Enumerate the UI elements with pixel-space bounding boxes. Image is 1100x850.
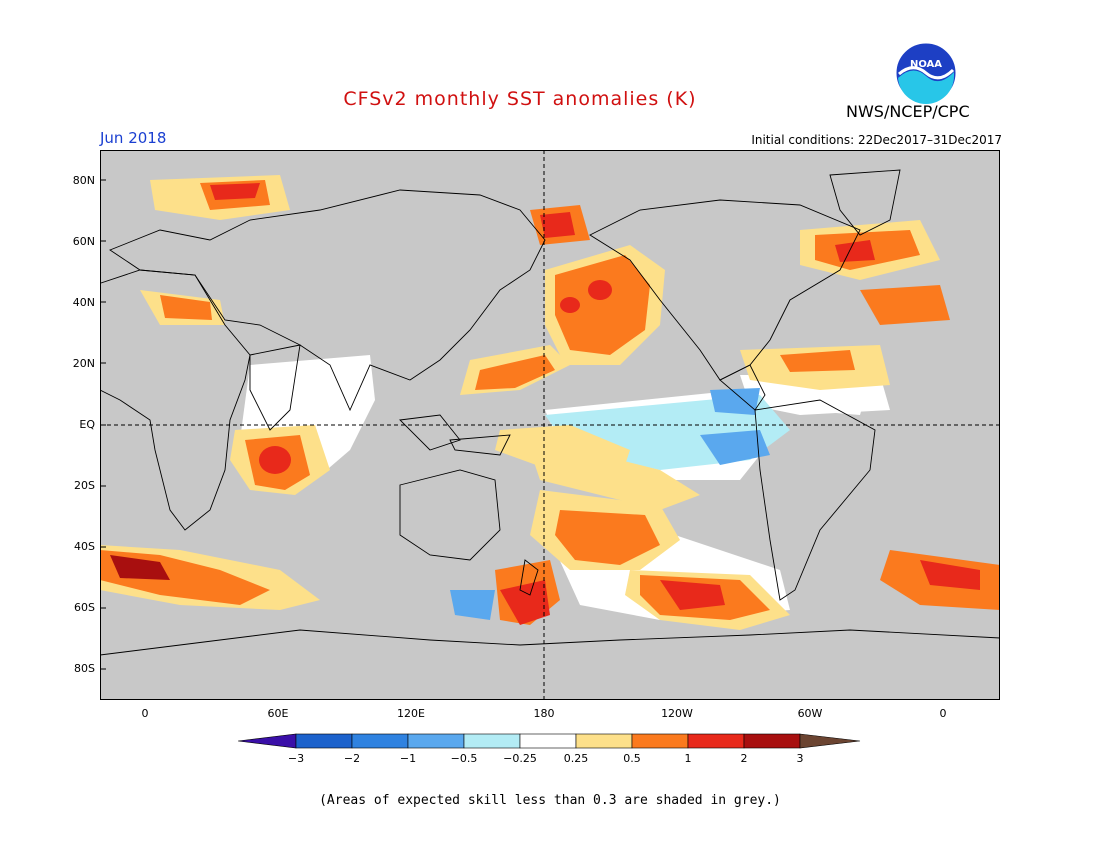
colorbar-swatch	[295, 733, 353, 749]
colorbar-label: −1	[399, 752, 417, 765]
colorbar-label: 2	[740, 752, 748, 765]
colorbar-swatch	[238, 733, 297, 749]
lat-label: EQ	[79, 418, 95, 431]
colorbar-swatch	[463, 733, 521, 749]
lat-label: 40S	[74, 540, 95, 553]
colorbar-label: −3	[287, 752, 305, 765]
lon-label: 60E	[267, 707, 289, 720]
colorbar	[238, 733, 861, 749]
lat-label: 40N	[72, 296, 95, 309]
colorbar-label: −0.5	[450, 752, 478, 765]
lon-label: 0	[939, 707, 947, 720]
lon-label: 60W	[797, 707, 823, 720]
lat-label: 20N	[72, 357, 95, 370]
sst-anomaly-map	[100, 150, 1000, 700]
continents	[100, 169, 1000, 700]
colorbar-label: 3	[796, 752, 804, 765]
colorbar-label: 0.25	[563, 752, 589, 765]
lat-label: 80N	[72, 174, 95, 187]
lon-label: 180	[533, 707, 555, 720]
colorbar-swatch	[631, 733, 689, 749]
colorbar-swatch	[519, 733, 577, 749]
colorbar-label: 0.5	[623, 752, 641, 765]
colorbar-swatch	[743, 733, 801, 749]
initial-conditions: Initial conditions: 22Dec2017–31Dec2017	[751, 133, 1002, 147]
forecast-month: Jun 2018	[100, 129, 167, 147]
noaa-logo: NOAA	[895, 42, 957, 104]
colorbar-label: −2	[343, 752, 361, 765]
colorbar-swatch	[407, 733, 465, 749]
agency-label: NWS/NCEP/CPC	[846, 102, 970, 121]
skill-note: (Areas of expected skill less than 0.3 a…	[319, 793, 781, 808]
colorbar-swatch	[687, 733, 745, 749]
logo-text: NOAA	[910, 59, 942, 70]
lon-label: 120E	[397, 707, 425, 720]
lat-label: 60S	[74, 601, 95, 614]
anomaly-fields	[100, 175, 1000, 630]
map-title: CFSv2 monthly SST anomalies (K)	[343, 88, 697, 110]
lon-label: 0	[141, 707, 149, 720]
lat-label: 20S	[74, 479, 95, 492]
lon-label: 120W	[661, 707, 693, 720]
colorbar-label: 1	[684, 752, 692, 765]
colorbar-swatch	[799, 733, 861, 749]
colorbar-swatch	[351, 733, 409, 749]
colorbar-swatch	[575, 733, 633, 749]
colorbar-label: −0.25	[503, 752, 537, 765]
lat-label: 60N	[72, 235, 95, 248]
lat-label: 80S	[74, 662, 95, 675]
